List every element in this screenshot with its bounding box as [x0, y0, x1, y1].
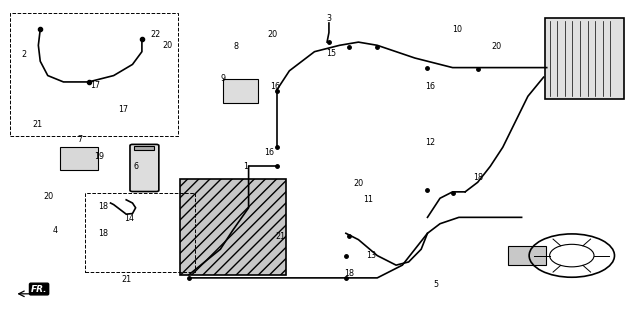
- Text: 14: 14: [125, 214, 135, 223]
- Text: 12: 12: [426, 138, 436, 147]
- Text: 19: 19: [94, 152, 104, 161]
- Text: 2: 2: [21, 50, 26, 59]
- Text: FR.: FR.: [31, 284, 47, 293]
- Text: 20: 20: [353, 180, 364, 188]
- Bar: [86, 194, 195, 271]
- Text: 20: 20: [43, 192, 53, 201]
- Text: 21: 21: [121, 275, 131, 284]
- Text: 18: 18: [344, 268, 354, 278]
- Text: 21: 21: [275, 232, 285, 241]
- Bar: [508, 246, 546, 265]
- Text: 11: 11: [363, 195, 373, 204]
- Text: 18: 18: [98, 229, 108, 238]
- Text: 17: 17: [90, 81, 100, 90]
- Text: 22: 22: [150, 30, 160, 39]
- Text: 1: 1: [243, 162, 248, 171]
- Text: 3: 3: [326, 14, 331, 23]
- Bar: [545, 18, 624, 100]
- Text: 4: 4: [53, 226, 58, 235]
- Bar: [135, 146, 155, 150]
- Text: 13: 13: [366, 251, 376, 260]
- Text: 20: 20: [267, 30, 277, 39]
- Text: 16: 16: [264, 148, 274, 156]
- FancyBboxPatch shape: [130, 144, 159, 192]
- Text: 16: 16: [426, 82, 436, 91]
- Bar: [223, 79, 258, 103]
- Text: 18: 18: [472, 173, 482, 182]
- Text: 10: 10: [453, 25, 462, 34]
- Bar: [10, 13, 178, 136]
- Text: 8: 8: [233, 42, 238, 52]
- Text: 17: 17: [118, 105, 128, 114]
- Text: 5: 5: [433, 280, 438, 289]
- Bar: [60, 147, 98, 170]
- Text: 15: 15: [326, 49, 337, 58]
- Text: 20: 20: [162, 41, 172, 50]
- Bar: [179, 179, 286, 275]
- Text: 16: 16: [270, 82, 280, 91]
- Text: 21: 21: [32, 120, 42, 130]
- Text: 9: 9: [221, 74, 226, 83]
- Text: 6: 6: [133, 162, 138, 171]
- Text: 18: 18: [98, 202, 108, 211]
- Text: 20: 20: [491, 42, 501, 52]
- Text: 7: 7: [78, 135, 83, 144]
